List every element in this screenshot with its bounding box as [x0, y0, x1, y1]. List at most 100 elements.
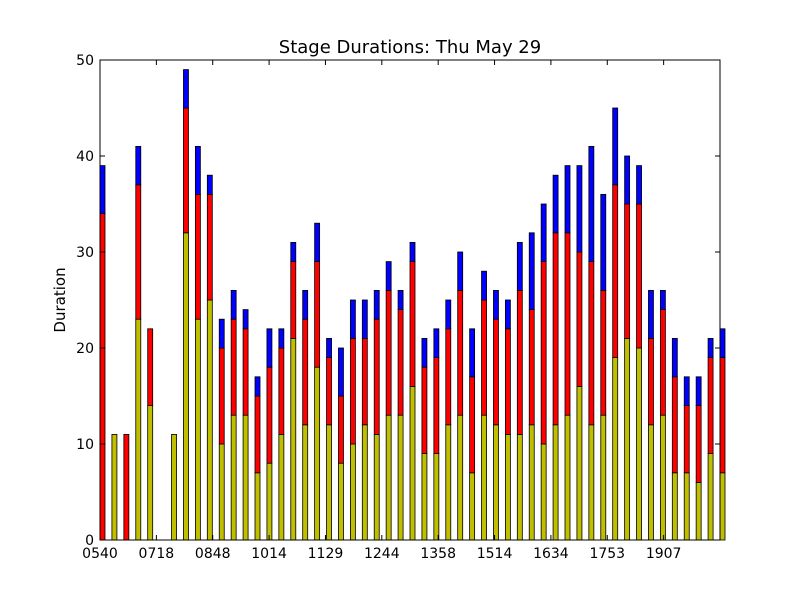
- bar-segment: [361, 337, 368, 426]
- bar-segment: [469, 376, 476, 474]
- bar-segment: [302, 424, 309, 541]
- bar-segment: [648, 424, 654, 541]
- bar-segment: [576, 165, 583, 253]
- bar-segment: [624, 155, 631, 205]
- bar-segment: [636, 347, 642, 541]
- bar-segment: [135, 145, 142, 186]
- bar-segment: [528, 424, 535, 541]
- bar-segment: [302, 318, 309, 426]
- bar-segment: [457, 414, 464, 541]
- bar-segment: [397, 309, 404, 416]
- bar-segment: [588, 424, 595, 541]
- bar-segment: [242, 328, 249, 416]
- x-tick-label: 1129: [308, 546, 344, 562]
- bar-segment: [290, 261, 297, 339]
- bar-segment: [433, 453, 440, 541]
- bar-segment: [433, 357, 440, 455]
- bar-segment: [147, 405, 154, 541]
- bar-segment: [230, 414, 237, 541]
- bar-segment: [409, 261, 416, 387]
- bar-segment: [457, 289, 464, 416]
- ticks-group: 0 10 20 30 40 50 0540 0718 0848 1014 1129 1244 1358 1…: [76, 53, 720, 562]
- bar-segment: [266, 366, 273, 464]
- bar-segment: [266, 462, 273, 541]
- bar-segment: [218, 318, 225, 349]
- bar-segment: [385, 289, 392, 416]
- bar-segment: [719, 472, 726, 541]
- x-tick-label: 0718: [139, 546, 175, 562]
- bar-segment: [481, 414, 487, 541]
- bar-segment: [194, 145, 201, 195]
- bar-segment: [493, 318, 499, 426]
- bar-segment: [230, 289, 237, 320]
- bar-segment: [421, 453, 428, 541]
- bar-segment: [314, 222, 321, 262]
- bar-segment: [338, 347, 344, 397]
- bar-segment: [504, 299, 511, 330]
- bar-segment: [659, 414, 666, 541]
- bar-segment: [636, 165, 642, 205]
- bar-segment: [564, 232, 571, 416]
- bar-segment: [600, 289, 607, 416]
- bars-group: [99, 69, 726, 541]
- x-tick-label: 1514: [477, 546, 513, 562]
- bar-segment: [659, 309, 666, 416]
- bar-segment: [278, 347, 285, 435]
- y-axis-label: Duration: [51, 267, 69, 332]
- bar-segment: [612, 107, 619, 186]
- bar-segment: [373, 289, 380, 320]
- bar-segment: [695, 481, 702, 541]
- y-tick-label: 10: [76, 437, 94, 453]
- bar-segment: [302, 289, 309, 320]
- y-tick-label: 0: [85, 533, 94, 549]
- bar-segment: [445, 424, 452, 541]
- x-tick-label: 0848: [195, 546, 231, 562]
- bar-segment: [421, 366, 428, 455]
- bar-segment: [612, 184, 619, 359]
- bar-segment: [552, 232, 559, 426]
- bar-segment: [99, 165, 106, 215]
- bar-segment: [493, 289, 499, 320]
- bar-segment: [206, 174, 213, 195]
- y-tick-label: 20: [76, 341, 94, 357]
- bar-segment: [457, 251, 464, 291]
- bar-segment: [445, 328, 452, 426]
- bar-segment: [552, 424, 559, 541]
- bar-segment: [564, 165, 571, 234]
- bar-segment: [183, 69, 189, 109]
- bar-segment: [361, 299, 368, 339]
- bar-segment: [183, 107, 189, 234]
- x-tick-label: 1753: [589, 546, 625, 562]
- bar-segment: [612, 357, 619, 541]
- bar-segment: [516, 289, 523, 435]
- bar-segment: [385, 261, 392, 291]
- chart-title: Stage Durations: Thu May 29: [279, 37, 541, 58]
- bar-segment: [588, 145, 595, 262]
- bar-segment: [504, 433, 511, 541]
- bar-segment: [349, 443, 356, 541]
- bar-segment: [576, 251, 583, 387]
- bar-segment: [707, 337, 714, 358]
- bar-segment: [326, 357, 332, 426]
- bar-segment: [516, 433, 523, 541]
- bar-segment: [624, 337, 631, 541]
- bar-segment: [481, 270, 487, 301]
- bar-segment: [254, 395, 261, 474]
- y-tick-label: 50: [76, 53, 94, 69]
- bar-segment: [409, 385, 416, 541]
- bar-segment: [683, 472, 690, 541]
- bar-segment: [338, 395, 344, 464]
- bar-segment: [671, 337, 678, 378]
- x-tick-label: 1907: [646, 546, 682, 562]
- bar-segment: [600, 193, 607, 291]
- bar-segment: [111, 433, 118, 541]
- bar-segment: [516, 241, 523, 291]
- bar-segment: [528, 232, 535, 311]
- bar-segment: [540, 443, 547, 541]
- bar-segment: [695, 376, 702, 406]
- plot-frame: [99, 59, 721, 541]
- bar-segment: [671, 376, 678, 474]
- bar-segment: [540, 261, 547, 445]
- bar-segment: [278, 328, 285, 349]
- y-tick-label: 30: [76, 245, 94, 261]
